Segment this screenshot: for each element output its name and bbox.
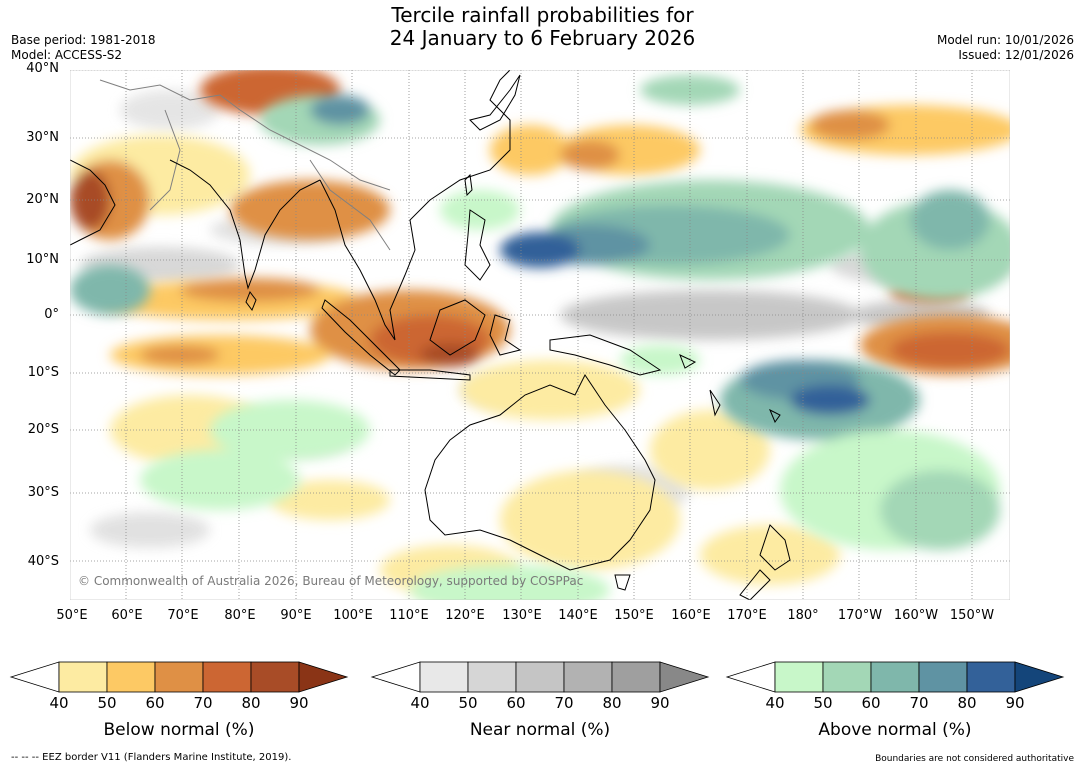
below-tick-80: 80	[241, 694, 261, 712]
lat-label-20n: 20°N	[26, 192, 59, 207]
lat-label-40n: 40°N	[26, 61, 59, 76]
below-tick-60: 60	[145, 694, 165, 712]
rainfall-probability-map: © Commonwealth of Australia 2026, Bureau…	[70, 70, 1010, 600]
metadata-right: Model run: 10/01/2026 Issued: 12/01/2026	[937, 33, 1074, 63]
lon-label-120e: 120°E	[445, 608, 485, 623]
lon-label-60e: 60°E	[111, 608, 143, 623]
graticule	[70, 70, 1010, 600]
near-tick-70: 70	[554, 694, 574, 712]
below-normal-title: Below normal (%)	[103, 720, 255, 740]
title-line-1: Tercile rainfall probabilities for	[391, 3, 694, 27]
lon-label-160w: 160°W	[893, 608, 939, 623]
near-tick-60: 60	[506, 694, 526, 712]
above-normal-field	[70, 75, 1010, 600]
lat-label-30s: 30°S	[27, 485, 59, 500]
model-text: Model: ACCESS-S2	[11, 48, 123, 62]
above-tick-70: 70	[909, 694, 929, 712]
above-tick-40: 40	[765, 694, 785, 712]
lon-label-180: 180°	[787, 608, 819, 623]
above-tick-80: 80	[957, 694, 977, 712]
title-line-2: 24 January to 6 February 2026	[389, 26, 696, 50]
below-tick-50: 50	[97, 694, 117, 712]
lon-label-170w: 170°W	[837, 608, 883, 623]
near-tick-50: 50	[458, 694, 478, 712]
above-tick-50: 50	[813, 694, 833, 712]
lat-label-30n: 30°N	[26, 130, 59, 145]
base-period-text: Base period: 1981-2018	[11, 33, 156, 47]
lon-label-140e: 140°E	[558, 608, 598, 623]
lon-label-150w: 150°W	[949, 608, 995, 623]
below-normal-field	[70, 70, 1010, 595]
near-tick-90: 90	[650, 694, 670, 712]
above-normal-title: Above normal (%)	[818, 720, 972, 740]
below-tick-90: 90	[289, 694, 309, 712]
lon-label-90e: 90°E	[280, 608, 312, 623]
above-tick-60: 60	[861, 694, 881, 712]
lon-label-70e: 70°E	[167, 608, 199, 623]
near-normal-scale	[370, 661, 710, 693]
above-normal-scale	[725, 661, 1065, 693]
lon-label-50e: 50°E	[56, 608, 88, 623]
metadata-left: Base period: 1981-2018 Model: ACCESS-S2	[11, 33, 156, 63]
below-tick-40: 40	[49, 694, 69, 712]
lon-label-100e: 100°E	[333, 608, 373, 623]
boundary-disclaimer: Boundaries are not considered authoritat…	[875, 754, 1074, 764]
lat-label-0: 0°	[44, 307, 59, 322]
chart-title: Tercile rainfall probabilities for 24 Ja…	[0, 4, 1085, 50]
near-tick-40: 40	[410, 694, 430, 712]
below-normal-scale	[9, 661, 349, 693]
near-normal-title: Near normal (%)	[469, 720, 611, 740]
lat-label-10s: 10°S	[27, 365, 59, 380]
model-run-text: Model run: 10/01/2026	[936, 33, 1074, 47]
near-tick-80: 80	[602, 694, 622, 712]
above-tick-90: 90	[1005, 694, 1025, 712]
lon-label-170e: 170°E	[727, 608, 767, 623]
colour-scales	[9, 661, 1065, 693]
lat-label-10n: 10°N	[26, 252, 59, 267]
coastlines	[70, 70, 791, 600]
eez-border-note: -- -- -- EEZ border V11 (Flanders Marine…	[11, 752, 292, 763]
lat-label-20s: 20°S	[27, 422, 59, 437]
lon-label-130e: 130°E	[502, 608, 542, 623]
copyright-text: © Commonwealth of Australia 2026, Bureau…	[78, 574, 583, 588]
issued-text: Issued: 12/01/2026	[958, 48, 1074, 62]
lon-label-160e: 160°E	[671, 608, 711, 623]
country-borders	[99, 79, 391, 251]
lon-label-110e: 110°E	[389, 608, 429, 623]
lon-label-150e: 150°E	[614, 608, 654, 623]
below-tick-70: 70	[193, 694, 213, 712]
lat-label-40s: 40°S	[27, 554, 59, 569]
lon-label-80e: 80°E	[224, 608, 256, 623]
